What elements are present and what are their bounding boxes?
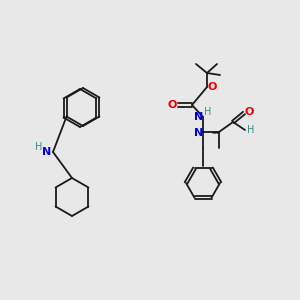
Text: O: O [207,82,217,92]
Text: N: N [42,147,52,157]
Text: H: H [247,125,255,135]
Text: N: N [194,128,204,138]
Text: H: H [204,107,212,117]
Text: H: H [35,142,43,152]
Text: O: O [167,100,177,110]
Text: N: N [194,112,204,122]
Text: O: O [244,107,254,117]
